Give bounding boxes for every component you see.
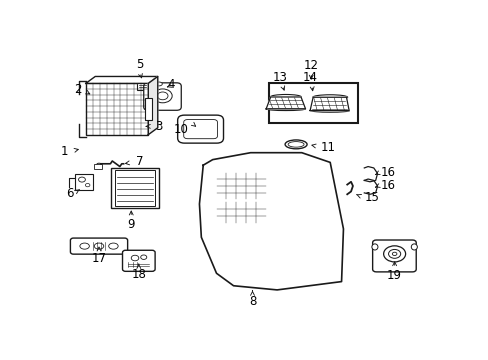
- Text: 16: 16: [380, 179, 395, 192]
- Text: 11: 11: [321, 141, 335, 154]
- Text: 15: 15: [364, 191, 378, 204]
- Ellipse shape: [265, 107, 305, 111]
- Ellipse shape: [272, 224, 330, 267]
- Text: 18: 18: [131, 268, 146, 281]
- Ellipse shape: [85, 184, 90, 187]
- Text: 4: 4: [167, 78, 175, 91]
- Polygon shape: [364, 179, 377, 194]
- Polygon shape: [148, 76, 158, 135]
- Ellipse shape: [366, 183, 374, 191]
- Ellipse shape: [131, 255, 139, 261]
- Ellipse shape: [388, 249, 400, 258]
- Bar: [115, 170, 155, 206]
- Bar: [75, 174, 93, 190]
- Text: 8: 8: [248, 294, 256, 308]
- Bar: [205, 181, 224, 199]
- Polygon shape: [199, 153, 343, 290]
- Text: 7: 7: [136, 156, 143, 168]
- Ellipse shape: [311, 195, 322, 202]
- Ellipse shape: [285, 140, 306, 149]
- Ellipse shape: [142, 80, 146, 82]
- Text: 2: 2: [74, 83, 82, 96]
- FancyBboxPatch shape: [372, 240, 415, 272]
- Text: 3: 3: [155, 120, 162, 133]
- FancyBboxPatch shape: [70, 238, 127, 254]
- Text: 10: 10: [174, 123, 188, 136]
- Bar: [216, 173, 265, 199]
- FancyBboxPatch shape: [143, 83, 181, 110]
- Ellipse shape: [391, 252, 396, 256]
- Ellipse shape: [312, 95, 347, 100]
- Ellipse shape: [157, 92, 168, 100]
- FancyBboxPatch shape: [183, 120, 217, 139]
- Bar: [216, 202, 265, 223]
- Text: 12: 12: [303, 59, 318, 72]
- Ellipse shape: [79, 177, 85, 182]
- Text: 6: 6: [65, 187, 73, 200]
- Ellipse shape: [410, 244, 417, 250]
- Bar: [85, 84, 148, 135]
- Polygon shape: [364, 167, 377, 182]
- Polygon shape: [265, 97, 305, 109]
- Text: 1: 1: [61, 145, 68, 158]
- Bar: [94, 164, 102, 169]
- Bar: [111, 168, 159, 208]
- Polygon shape: [309, 97, 348, 111]
- Text: 9: 9: [127, 219, 135, 231]
- Ellipse shape: [310, 109, 349, 112]
- Text: 13: 13: [272, 71, 287, 84]
- Ellipse shape: [279, 229, 324, 262]
- Ellipse shape: [153, 89, 172, 103]
- Text: 17: 17: [91, 252, 106, 265]
- Ellipse shape: [155, 82, 162, 86]
- Ellipse shape: [139, 80, 142, 82]
- Ellipse shape: [94, 243, 103, 249]
- Ellipse shape: [366, 170, 374, 178]
- Ellipse shape: [283, 179, 287, 182]
- Text: 16: 16: [380, 166, 395, 179]
- Ellipse shape: [97, 163, 101, 166]
- Ellipse shape: [290, 237, 312, 254]
- Ellipse shape: [141, 255, 146, 260]
- Ellipse shape: [108, 243, 118, 249]
- Bar: [268, 83, 357, 123]
- Ellipse shape: [371, 244, 377, 250]
- Ellipse shape: [80, 243, 89, 249]
- Ellipse shape: [383, 246, 405, 262]
- Bar: [136, 82, 148, 90]
- Text: 14: 14: [303, 71, 317, 84]
- Text: 19: 19: [386, 269, 401, 282]
- Polygon shape: [85, 76, 158, 84]
- Ellipse shape: [270, 94, 301, 99]
- FancyBboxPatch shape: [177, 115, 223, 143]
- FancyBboxPatch shape: [122, 250, 155, 271]
- Text: 5: 5: [136, 58, 143, 72]
- Ellipse shape: [287, 141, 304, 147]
- Bar: [145, 98, 152, 120]
